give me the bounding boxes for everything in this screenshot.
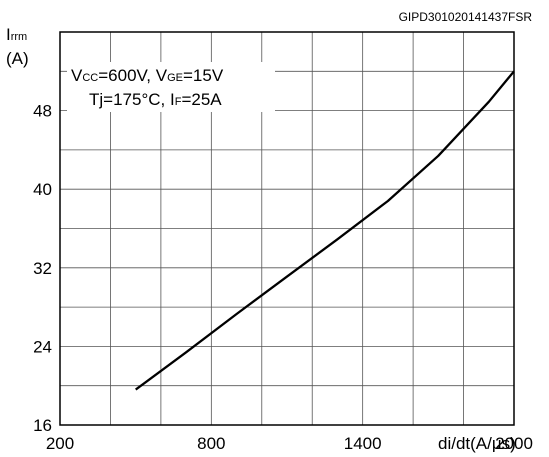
y-tick-label: 24 [33, 337, 52, 356]
x-tick-label: 800 [197, 434, 225, 453]
y-tick-label: 40 [33, 180, 52, 199]
y-tick-label: 16 [33, 416, 52, 435]
tick-labels: 200 800 1400 2000 16 24 32 40 48 [33, 102, 533, 453]
condition-line-1: VCC=600V, VGE=15V [71, 66, 224, 85]
condition-line-2: Tj=175°C, IF=25A [89, 90, 222, 109]
plot-frame [59, 31, 515, 426]
x-tick-label: 2000 [495, 434, 533, 453]
chart-id-label: GIPD301020141437FSR [399, 10, 533, 24]
grid [60, 32, 514, 425]
x-axis-label: di/dt(A/μs) [438, 434, 516, 453]
y-axis-unit: (A) [6, 49, 29, 68]
annotation-background [67, 62, 275, 112]
y-tick-label: 48 [33, 102, 52, 121]
x-tick-label: 1400 [344, 434, 382, 453]
irrm-curve [135, 70, 515, 391]
x-tick-label: 200 [46, 434, 74, 453]
y-tick-label: 32 [33, 259, 52, 278]
y-axis-label: Irrm [6, 25, 27, 44]
